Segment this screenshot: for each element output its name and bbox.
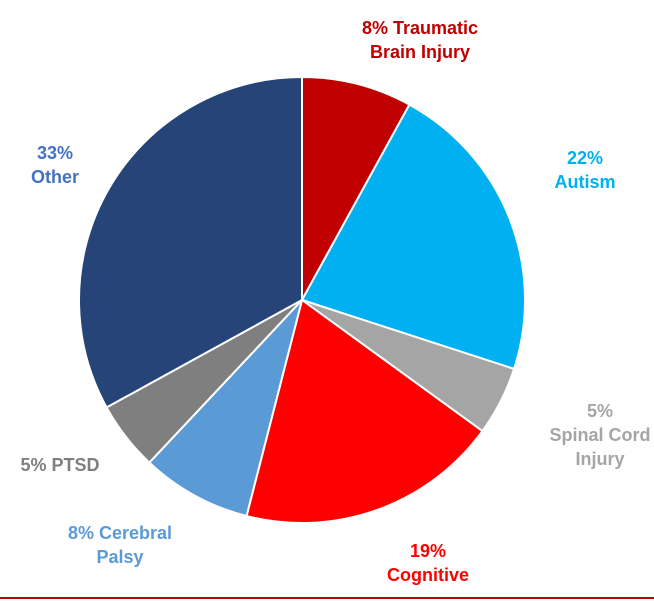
category-label: Cognitive bbox=[386, 565, 469, 585]
slice-label: 5% Spinal Cord Injury bbox=[541, 399, 654, 471]
category-label: Cerebral Palsy bbox=[96, 523, 173, 567]
slice-label: 8% Cerebral Palsy bbox=[60, 521, 180, 569]
value-label: 5% bbox=[20, 455, 47, 475]
slice-label: 33% Other bbox=[15, 141, 95, 189]
slice-label: 19% Cognitive bbox=[373, 539, 483, 587]
value-label: 8% bbox=[67, 523, 94, 543]
pie-slice bbox=[300, 103, 526, 371]
value-label: 19% bbox=[409, 541, 447, 561]
pie-slice bbox=[301, 75, 411, 301]
slice-label: 22% Autism bbox=[540, 146, 630, 194]
value-label: 22% bbox=[566, 148, 604, 168]
category-label: Other bbox=[30, 167, 79, 187]
value-label: 8% bbox=[361, 18, 388, 38]
slice-label: 8% Traumatic Brain Injury bbox=[345, 16, 495, 64]
category-label: Spinal Cord Injury bbox=[549, 425, 651, 469]
category-label: Autism bbox=[554, 172, 616, 192]
value-label: 5% bbox=[586, 401, 613, 421]
slice-label: 5% PTSD bbox=[0, 453, 120, 477]
category-label: Traumatic Brain Injury bbox=[369, 18, 479, 62]
pie-slice bbox=[78, 75, 303, 409]
pie-slice bbox=[245, 298, 484, 524]
category-label: PTSD bbox=[51, 455, 100, 475]
pie-slice bbox=[147, 299, 303, 518]
value-label: 33% bbox=[36, 143, 74, 163]
